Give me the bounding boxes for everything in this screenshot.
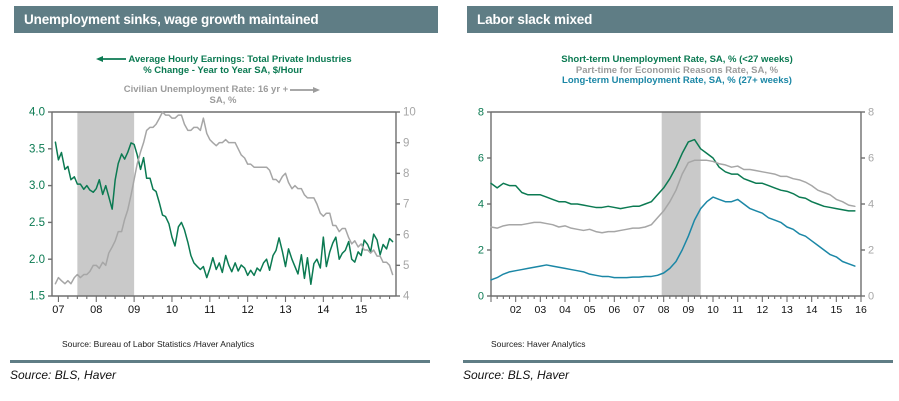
legend-sub-earnings: % Change - Year to Year SA, $/Hour xyxy=(143,64,303,76)
y-axis-label-left: 4.0 xyxy=(29,107,45,119)
data-series-line xyxy=(54,141,394,285)
y-axis-label-left: 4 xyxy=(478,199,484,211)
y-axis-label-left: 2.5 xyxy=(29,217,45,229)
x-axis-label: 12 xyxy=(242,304,254,316)
x-axis-label: 10 xyxy=(707,304,719,316)
x-axis-label: 16 xyxy=(855,304,867,316)
page-title-left: Unemployment sinks, wage growth maintain… xyxy=(24,12,319,27)
legend-entry-short-term: Short-term Unemployment Rate, SA, % (<27… xyxy=(561,54,793,65)
data-series-line xyxy=(490,138,856,212)
title-accent-left xyxy=(10,6,14,33)
arrow-right-icon xyxy=(290,86,321,93)
data-series-line xyxy=(54,111,394,285)
x-axis-label: 05 xyxy=(584,304,596,316)
title-accent-right xyxy=(463,6,467,33)
y-axis-label-left: 2 xyxy=(478,245,484,257)
x-axis-label: 14 xyxy=(317,304,329,316)
x-axis-label: 09 xyxy=(128,304,140,316)
y-axis-label-right: 2 xyxy=(868,245,874,257)
x-axis-label: 08 xyxy=(658,304,670,316)
legend-entry-earnings: Average Hourly Earnings: Total Private I… xyxy=(0,54,446,66)
legend-label-earnings: Average Hourly Earnings: Total Private I… xyxy=(128,54,352,65)
y-axis-label-left: 6 xyxy=(478,153,484,165)
y-axis-label-right: 10 xyxy=(403,107,416,119)
x-axis-label: 07 xyxy=(633,304,645,316)
y-axis-label-right: 4 xyxy=(868,199,874,211)
y-axis-label-right: 8 xyxy=(403,168,409,180)
line-chart-unemployment-wages: 1.5 2.0 2.5 3.0 3.5 4.0 4 5 6 7 8 9 10 07 08 09 10 11 12 13… xyxy=(29,107,416,316)
y-axis-label-right: 6 xyxy=(868,153,874,165)
chart-legend-left: Average Hourly Earnings: Total Private I… xyxy=(0,54,446,107)
x-axis-label: 08 xyxy=(90,304,102,316)
legend-entry-unemployment: Civilian Unemployment Rate: 16 yr + xyxy=(0,84,446,96)
chart-legend-right: Short-term Unemployment Rate, SA, % (<27… xyxy=(455,54,899,87)
x-axis-label: 12 xyxy=(756,304,768,316)
x-axis-label: 15 xyxy=(830,304,842,316)
x-axis-label: 07 xyxy=(52,304,64,316)
panel-title-bar-left: Unemployment sinks, wage growth maintain… xyxy=(10,6,438,33)
x-axis-label: 10 xyxy=(166,304,178,316)
panel-labor-slack: Labor slack mixed Short-term Unemploymen… xyxy=(455,0,899,401)
y-axis-label-right: 6 xyxy=(403,229,409,241)
y-axis-label-left: 1.5 xyxy=(29,291,45,303)
y-axis-label-left: 3.5 xyxy=(29,143,45,155)
x-axis-label: 04 xyxy=(559,304,571,316)
y-axis-label-right: 5 xyxy=(403,260,409,272)
x-axis-label: 09 xyxy=(682,304,694,316)
x-axis-label: 11 xyxy=(204,304,215,316)
x-axis-label: 13 xyxy=(781,304,793,316)
x-axis-label: 13 xyxy=(279,304,291,316)
x-axis-label: 03 xyxy=(534,304,546,316)
legend-entry-long-term: Long-term Unemployment Rate, SA, % (27+ … xyxy=(562,75,792,87)
y-axis-label-right: 8 xyxy=(868,107,874,119)
footer-divider-left xyxy=(10,360,430,363)
footer-divider-right xyxy=(463,360,893,363)
y-axis-label-right: 4 xyxy=(403,291,410,303)
y-axis-label-left: 3.0 xyxy=(29,180,45,192)
panel-unemployment-wage-growth: Unemployment sinks, wage growth maintain… xyxy=(0,0,446,401)
x-axis-label: 15 xyxy=(355,304,367,316)
data-series-line xyxy=(490,196,856,281)
recession-shading xyxy=(77,112,135,296)
y-axis-label-left: 0 xyxy=(478,291,484,303)
chart-container-left: 1.5 2.0 2.5 3.0 3.5 4.0 4 5 6 7 8 9 10 07 08 09 10 11 12 13… xyxy=(0,104,446,336)
page-title-right: Labor slack mixed xyxy=(477,12,593,27)
panel-separator xyxy=(446,0,455,401)
legend-label-unemployment: Civilian Unemployment Rate: 16 yr + xyxy=(123,84,289,96)
y-axis-label-right: 7 xyxy=(403,199,409,211)
x-axis-label: 11 xyxy=(732,304,743,316)
x-axis-label: 06 xyxy=(608,304,620,316)
x-axis-label: 14 xyxy=(806,304,818,316)
chart-source-left: Source: Bureau of Labor Statistics /Have… xyxy=(62,339,255,349)
arrow-left-icon xyxy=(96,56,127,63)
panel-title-bar-right: Labor slack mixed xyxy=(463,6,893,33)
footer-source-right: Source: BLS, Haver xyxy=(463,368,570,382)
y-axis-label-left: 2.0 xyxy=(29,254,45,266)
chart-container-right: 0 2 4 6 8 0 2 4 6 8 02 03 04 05 06 07 08 09 10 11 12 13 14 15 16 xyxy=(455,104,899,336)
legend-entry-part-time: Part-time for Economic Reasons Rate, SA,… xyxy=(575,64,779,76)
y-axis-label-left: 8 xyxy=(478,107,484,119)
x-axis-label: 02 xyxy=(510,304,522,316)
chart-source-right: Sources: Haver Analytics xyxy=(491,339,586,349)
data-series-line xyxy=(490,159,856,234)
legend-sub-unemployment: SA, % xyxy=(209,94,237,106)
y-axis-label-right: 9 xyxy=(403,137,409,149)
footer-source-left: Source: BLS, Haver xyxy=(10,368,117,382)
y-axis-label-right: 0 xyxy=(868,291,874,303)
